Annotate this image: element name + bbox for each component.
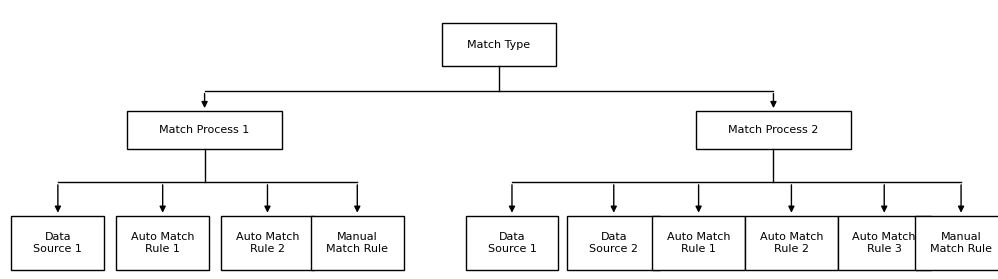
FancyBboxPatch shape <box>311 215 403 270</box>
Text: Manual
Match Rule: Manual Match Rule <box>326 232 388 254</box>
FancyBboxPatch shape <box>441 23 557 66</box>
Text: Match Process 2: Match Process 2 <box>729 125 818 135</box>
Text: Auto Match
Rule 3: Auto Match Rule 3 <box>852 232 916 254</box>
Text: Auto Match
Rule 2: Auto Match Rule 2 <box>759 232 823 254</box>
Text: Data
Source 1: Data Source 1 <box>488 232 536 254</box>
Text: Match Process 1: Match Process 1 <box>160 125 250 135</box>
FancyBboxPatch shape <box>914 215 998 270</box>
Text: Auto Match
Rule 1: Auto Match Rule 1 <box>667 232 731 254</box>
FancyBboxPatch shape <box>653 215 745 270</box>
FancyBboxPatch shape <box>116 215 210 270</box>
FancyBboxPatch shape <box>745 215 837 270</box>
FancyBboxPatch shape <box>697 111 850 148</box>
Text: Data
Source 2: Data Source 2 <box>589 232 639 254</box>
Text: Data
Source 1: Data Source 1 <box>34 232 82 254</box>
FancyBboxPatch shape <box>12 215 104 270</box>
FancyBboxPatch shape <box>128 111 281 148</box>
Text: Match Type: Match Type <box>467 40 531 50</box>
FancyBboxPatch shape <box>222 215 313 270</box>
FancyBboxPatch shape <box>465 215 558 270</box>
Text: Auto Match
Rule 2: Auto Match Rule 2 <box>236 232 299 254</box>
FancyBboxPatch shape <box>837 215 930 270</box>
FancyBboxPatch shape <box>567 215 661 270</box>
Text: Manual
Match Rule: Manual Match Rule <box>930 232 992 254</box>
Text: Auto Match
Rule 1: Auto Match Rule 1 <box>131 232 195 254</box>
